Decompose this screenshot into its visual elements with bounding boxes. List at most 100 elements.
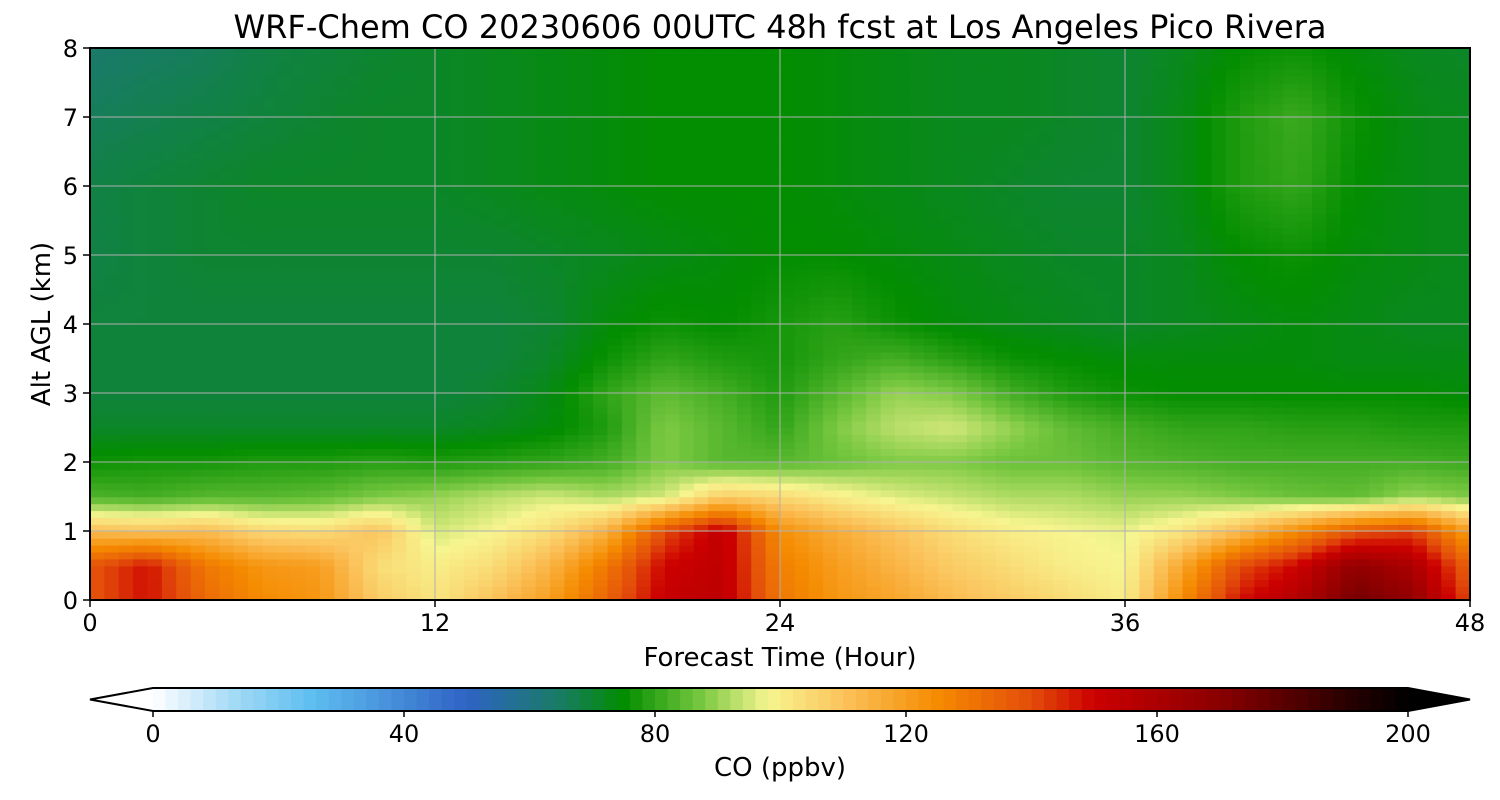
colorbar-segment (1094, 688, 1108, 711)
x-tick-label: 0 (82, 609, 97, 637)
colorbar-segment (316, 688, 330, 711)
colorbar-segment (1144, 688, 1158, 711)
colorbar-segment (265, 688, 280, 711)
colorbar-segment (366, 688, 380, 711)
colorbar-segment (1018, 688, 1033, 711)
x-tick-label: 12 (420, 609, 451, 637)
colorbar-segment (516, 688, 531, 711)
colorbar-segment (793, 688, 807, 711)
colorbar-segment (1269, 688, 1284, 711)
colorbar-segment (805, 688, 819, 711)
colorbar-segment (328, 688, 342, 711)
colorbar-segment (278, 688, 292, 711)
colorbar-segment (1106, 688, 1120, 711)
colorbar-segment (1244, 688, 1258, 711)
colorbar-segment (529, 688, 543, 711)
colorbar-segment (692, 688, 706, 711)
colorbar-tick-label: 40 (389, 720, 420, 748)
y-tick-label: 5 (63, 242, 78, 270)
colorbar-segment (1056, 688, 1070, 711)
colorbar-tick-label: 160 (1134, 720, 1180, 748)
colorbar-segment (1295, 688, 1309, 711)
colorbar-segment (441, 688, 455, 711)
colorbar-segment (667, 688, 681, 711)
colorbar-segment (993, 688, 1007, 711)
colorbar-segment (742, 688, 756, 711)
colorbar-segment (1370, 688, 1384, 711)
colorbar-segment (554, 688, 568, 711)
y-tick-label: 4 (63, 311, 78, 339)
colorbar-segment (755, 688, 769, 711)
colorbar-segment (203, 688, 217, 711)
colorbar-label: CO (ppbv) (714, 753, 846, 783)
colorbar-segment (542, 688, 556, 711)
colorbar-segment (240, 688, 254, 711)
colorbar-segment (378, 688, 393, 711)
colorbar-segment (906, 688, 920, 711)
colorbar-segment (1069, 688, 1083, 711)
y-tick-label: 2 (63, 449, 78, 477)
colorbar-extend-low (90, 688, 153, 711)
colorbar-segment (291, 688, 305, 711)
colorbar-segment (579, 688, 593, 711)
colorbar-segment (391, 688, 405, 711)
y-tick-label: 1 (63, 518, 78, 546)
x-tick-label: 24 (765, 609, 796, 637)
colorbar-segment (416, 688, 430, 711)
colorbar-segment (178, 688, 192, 711)
y-axis-label: Alt AGL (km) (27, 242, 57, 406)
colorbar-segment (165, 688, 179, 711)
colorbar-segment (1194, 688, 1208, 711)
colorbar-segment (981, 688, 995, 711)
colorbar-segment (767, 688, 782, 711)
colorbar-segment (353, 688, 367, 711)
colorbar: 0 40 80 120 160 200 (89, 687, 1471, 748)
colorbar-segment (818, 688, 832, 711)
colorbar-segment (943, 688, 957, 711)
colorbar-segment (153, 688, 167, 711)
colorbar-segment (717, 688, 731, 711)
colorbar-segment (855, 688, 869, 711)
y-tick-label: 7 (63, 104, 78, 132)
colorbar-segment (341, 688, 355, 711)
colorbar-segment (1282, 688, 1296, 711)
y-tick-label: 0 (63, 587, 78, 615)
colorbar-segment (956, 688, 970, 711)
colorbar-segment (880, 688, 895, 711)
colorbar-segment (931, 688, 945, 711)
x-tick-label: 48 (1455, 609, 1486, 637)
colorbar-segment (893, 688, 907, 711)
colorbar-segment (1081, 688, 1095, 711)
colorbar-segment (215, 688, 229, 711)
colorbar-segment (479, 688, 493, 711)
colorbar-tick-label: 200 (1385, 720, 1431, 748)
colorbar-segment (629, 688, 644, 711)
colorbar-segment (1169, 688, 1183, 711)
colorbar-segment (429, 688, 443, 711)
colorbar-segment (1006, 688, 1020, 711)
colorbar-segment (1395, 688, 1409, 711)
colorbar-segment (1382, 688, 1397, 711)
colorbar-segment (830, 688, 844, 711)
x-axis: 0 12 24 36 48 (82, 600, 1485, 637)
colorbar-segment (1131, 688, 1146, 711)
y-axis: 0 1 2 3 4 5 6 7 8 (63, 35, 90, 615)
colorbar-segment (642, 688, 656, 711)
colorbar-segment (1320, 688, 1334, 711)
colorbar-segment (504, 688, 518, 711)
colorbar-segment (1119, 688, 1133, 711)
colorbar-segment (1332, 688, 1346, 711)
colorbar-segment (1044, 688, 1058, 711)
colorbar-segment (968, 688, 982, 711)
colorbar-segment (1182, 688, 1196, 711)
colorbar-tick-label: 120 (883, 720, 929, 748)
colorbar-segment (454, 688, 468, 711)
colorbar-segment (1307, 688, 1321, 711)
colorbar-segment (491, 688, 505, 711)
colorbar-segment (705, 688, 719, 711)
colorbar-segment (253, 688, 267, 711)
y-tick-label: 8 (63, 35, 78, 63)
colorbar-tick-label: 0 (145, 720, 160, 748)
x-tick-label: 36 (1110, 609, 1141, 637)
